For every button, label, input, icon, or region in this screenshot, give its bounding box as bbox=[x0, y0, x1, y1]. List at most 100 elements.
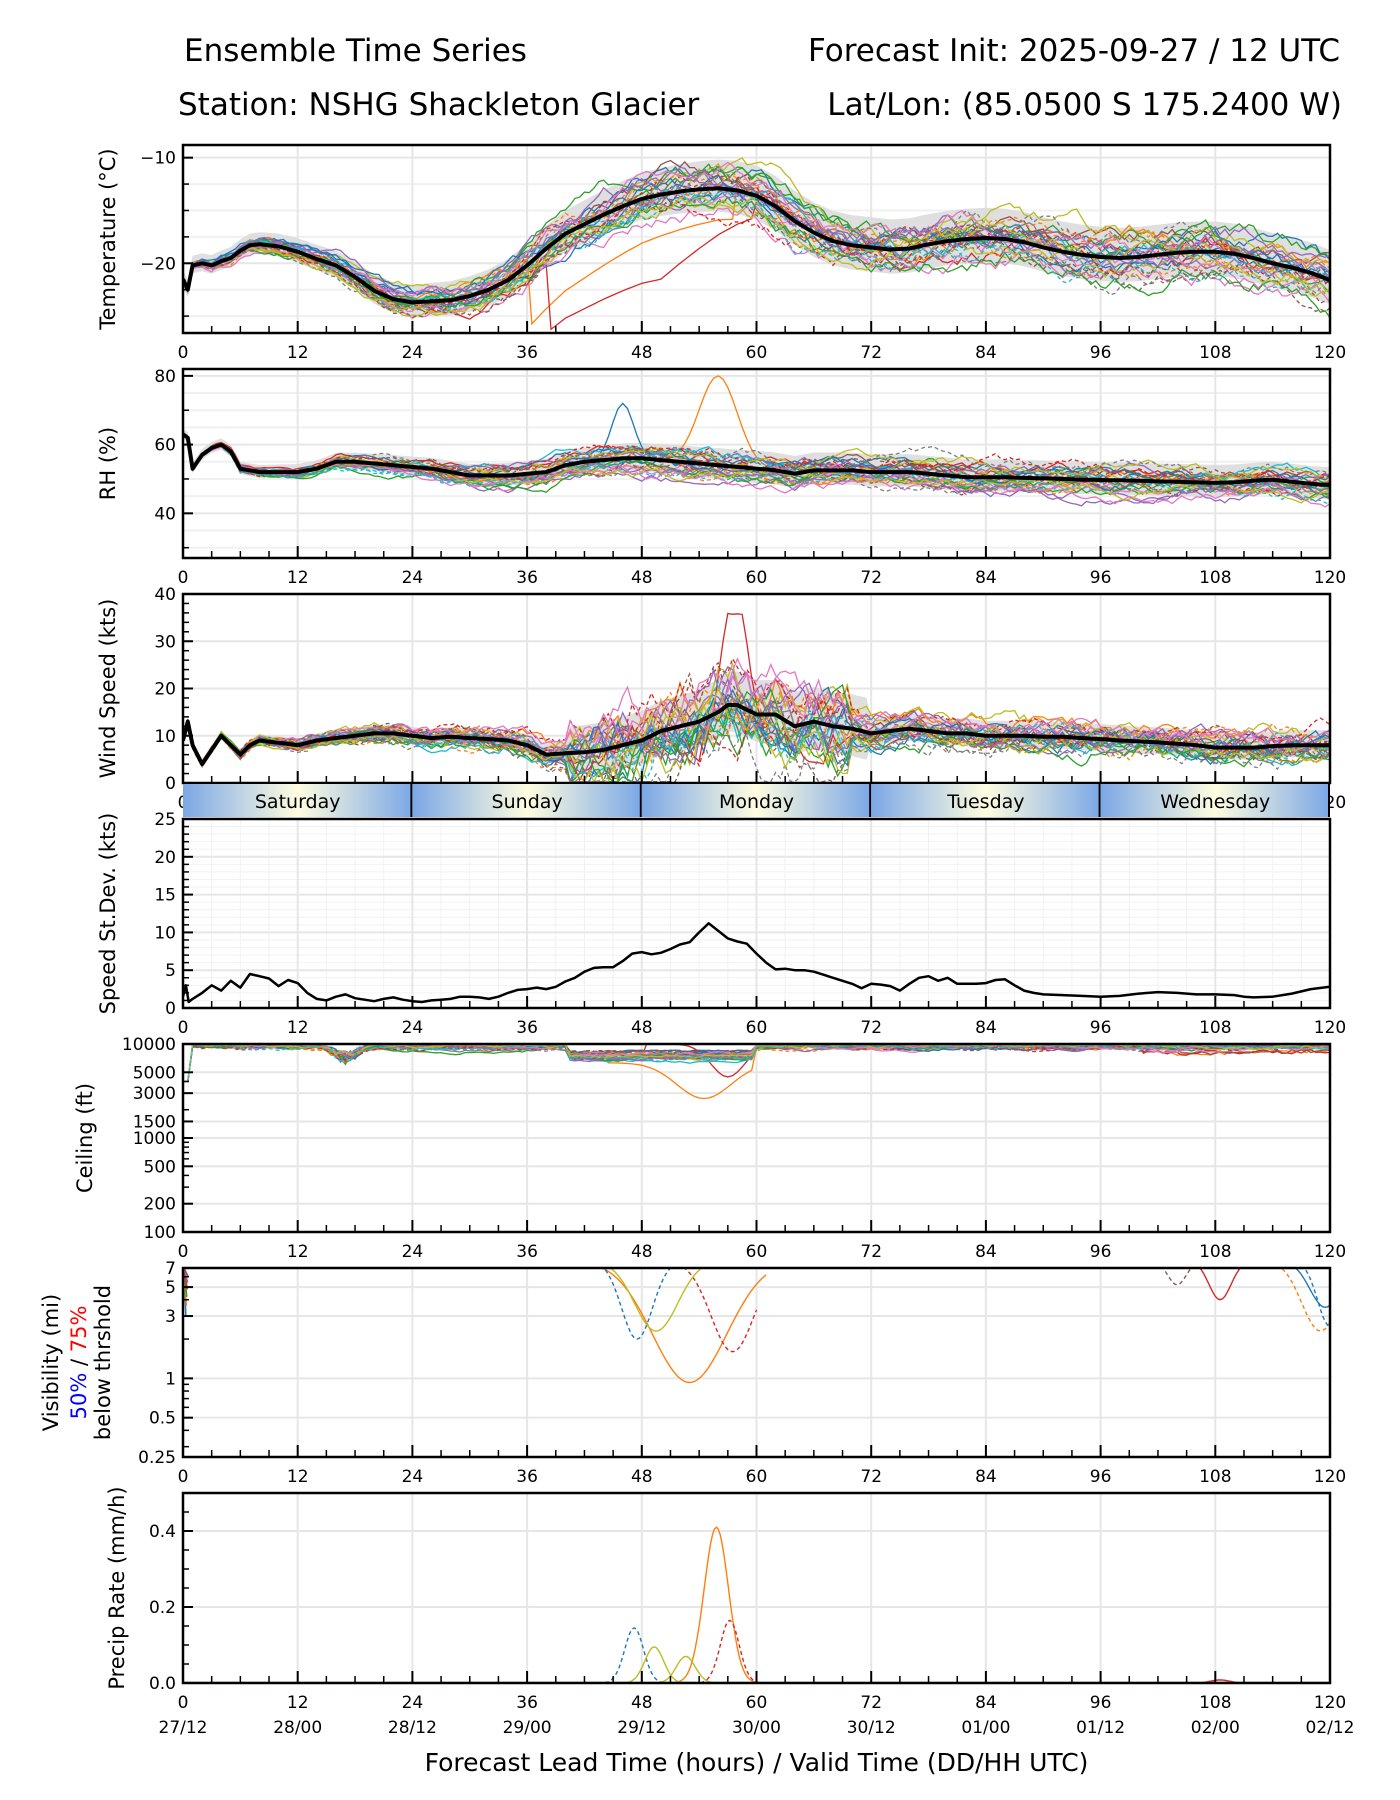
y-tick-label: 1 bbox=[165, 1369, 176, 1389]
ensemble-member-line bbox=[1303, 1268, 1330, 1328]
y-tick-label: 100 bbox=[144, 1223, 176, 1243]
day-band-segment bbox=[183, 784, 413, 817]
ensemble-member-line bbox=[183, 683, 1330, 783]
day-label: Tuesday bbox=[946, 791, 1024, 813]
y-axis-label: RH (%) bbox=[96, 427, 120, 500]
precip-member-peak bbox=[576, 1627, 690, 1683]
station-name: Station: NSHG Shackleton Glacier bbox=[178, 87, 700, 123]
ensemble-member-line bbox=[183, 706, 1330, 783]
series-ceiling bbox=[183, 1044, 1330, 1100]
x-tick-label: 84 bbox=[975, 1693, 997, 1713]
x-tick-label: 48 bbox=[631, 343, 653, 363]
x-tick-label: 36 bbox=[516, 1242, 538, 1262]
x-tick-label: 120 bbox=[1314, 568, 1346, 588]
x-tick-label: 72 bbox=[860, 343, 882, 363]
station-latlon: Lat/Lon: (85.0500 S 175.2400 W) bbox=[827, 87, 1342, 123]
precip-member-peak bbox=[672, 1619, 786, 1683]
y-tick-label: 5 bbox=[165, 961, 176, 981]
y-tick-label: 0.2 bbox=[149, 1598, 176, 1618]
x-tick-label: 48 bbox=[631, 1693, 653, 1713]
x-tick-label: 120 bbox=[1314, 1693, 1346, 1713]
ensemble-member-line bbox=[1281, 1268, 1330, 1332]
x-tick-label: 72 bbox=[860, 1018, 882, 1038]
x-tick-label: 120 bbox=[1314, 1467, 1346, 1487]
y-tick-label: 0.4 bbox=[149, 1522, 176, 1542]
ensemble-member-line bbox=[183, 692, 1330, 783]
y-tick-label: 3 bbox=[165, 1307, 176, 1327]
y-tick-label: 80 bbox=[154, 367, 176, 387]
x-tick-label: 96 bbox=[1090, 568, 1112, 588]
ensemble-member-line bbox=[183, 166, 1330, 295]
ensemble-member-line bbox=[183, 171, 1330, 301]
valid-time-label: 27/12 bbox=[159, 1718, 208, 1738]
y-tick-label: 10000 bbox=[122, 1035, 176, 1055]
axes-ceiling: 0 12 24 36 48 60 72 84 96 108 120 100 200 500 10001500… bbox=[73, 1035, 1346, 1262]
x-tick-label: 24 bbox=[402, 568, 424, 588]
x-tick-label: 120 bbox=[1314, 1242, 1346, 1262]
series-temperature bbox=[183, 157, 1330, 331]
x-tick-label: 60 bbox=[746, 343, 768, 363]
y-tick-label: −20 bbox=[140, 254, 176, 274]
ensemble-mean-line bbox=[183, 432, 1330, 488]
x-tick-label: 96 bbox=[1090, 1693, 1112, 1713]
x-tick-label: 72 bbox=[860, 1467, 882, 1487]
x-tick-label: 0 bbox=[178, 1242, 189, 1262]
y-tick-label: 5 bbox=[165, 1278, 176, 1298]
panel-visibility bbox=[182, 1267, 1331, 1458]
ensemble-member-line bbox=[183, 432, 1330, 480]
speed-stdev-line bbox=[183, 922, 1330, 1004]
y-tick-label: 1000 bbox=[133, 1129, 176, 1149]
x-tick-label: 48 bbox=[631, 1018, 653, 1038]
ensemble-member-line bbox=[183, 432, 1330, 496]
valid-time-label: 01/00 bbox=[961, 1718, 1010, 1738]
x-tick-label: 84 bbox=[975, 1242, 997, 1262]
y-tick-label: 15 bbox=[154, 886, 176, 906]
ensemble-member-line bbox=[183, 174, 1330, 319]
ensemble-member-line bbox=[183, 174, 1330, 308]
day-band: Saturday Sunday Monday Tuesday Wednesday bbox=[183, 784, 1330, 817]
x-tick-label: 120 bbox=[1314, 1018, 1346, 1038]
panel-ceiling bbox=[182, 1043, 1331, 1233]
ensemble-member-line bbox=[183, 166, 1330, 301]
ensemble-member-line bbox=[609, 1268, 703, 1332]
day-band-segment bbox=[412, 784, 642, 817]
y-tick-label: −10 bbox=[140, 149, 176, 169]
ensemble-member-line bbox=[183, 1044, 1330, 1083]
panel-precip bbox=[182, 1493, 1331, 1684]
ensemble-member-line bbox=[183, 161, 1330, 297]
x-tick-label: 48 bbox=[631, 1467, 653, 1487]
x-tick-label: 108 bbox=[1199, 1467, 1231, 1487]
ensemble-member-line bbox=[602, 1268, 672, 1340]
day-label: Saturday bbox=[255, 791, 341, 813]
axes-precip: 0 12 24 36 48 60 72 84 96 108 120 0.0 0.2 0.4 Precip R… bbox=[105, 1486, 1346, 1713]
y-tick-label: 5000 bbox=[133, 1063, 176, 1083]
y-axis-label-2: below thrshold bbox=[91, 1285, 115, 1440]
ensemble-member-line bbox=[183, 157, 1330, 292]
x-tick-label: 84 bbox=[975, 568, 997, 588]
x-tick-label: 96 bbox=[1090, 1018, 1112, 1038]
x-tick-label: 108 bbox=[1199, 1242, 1231, 1262]
ensemble-member-line bbox=[183, 196, 1330, 316]
label-50-percent: 50% bbox=[67, 1373, 91, 1420]
y-tick-label: 0.0 bbox=[149, 1674, 176, 1694]
ensemble-member-line bbox=[183, 184, 1330, 315]
ensemble-member-line bbox=[183, 661, 1330, 769]
valid-time-label: 02/12 bbox=[1306, 1718, 1355, 1738]
x-tick-label: 12 bbox=[287, 568, 309, 588]
valid-time-label: 30/12 bbox=[847, 1718, 896, 1738]
axes-visibility: 0 12 24 36 48 60 72 84 96 108 120 0.25 0.5 1 3 57 bbox=[138, 1259, 1346, 1487]
y-tick-label: 7 bbox=[165, 1259, 176, 1279]
ensemble-member-line bbox=[183, 433, 1330, 491]
x-tick-label: 84 bbox=[975, 1467, 997, 1487]
x-tick-label: 48 bbox=[631, 568, 653, 588]
ensemble-member-line bbox=[183, 205, 1330, 319]
series-rh bbox=[183, 375, 1330, 508]
x-tick-label: 24 bbox=[402, 343, 424, 363]
x-tick-label: 96 bbox=[1090, 343, 1112, 363]
title-right: Forecast Init: 2025-09-27 / 12 UTC bbox=[808, 33, 1340, 69]
ensemble-member-line bbox=[603, 1268, 767, 1384]
x-tick-label: 24 bbox=[402, 1018, 424, 1038]
x-axis-label: Forecast Lead Time (hours) / Valid Time … bbox=[425, 1748, 1089, 1777]
y-tick-label: 60 bbox=[154, 436, 176, 456]
y-axis-label: Temperature (°C) bbox=[96, 148, 120, 330]
